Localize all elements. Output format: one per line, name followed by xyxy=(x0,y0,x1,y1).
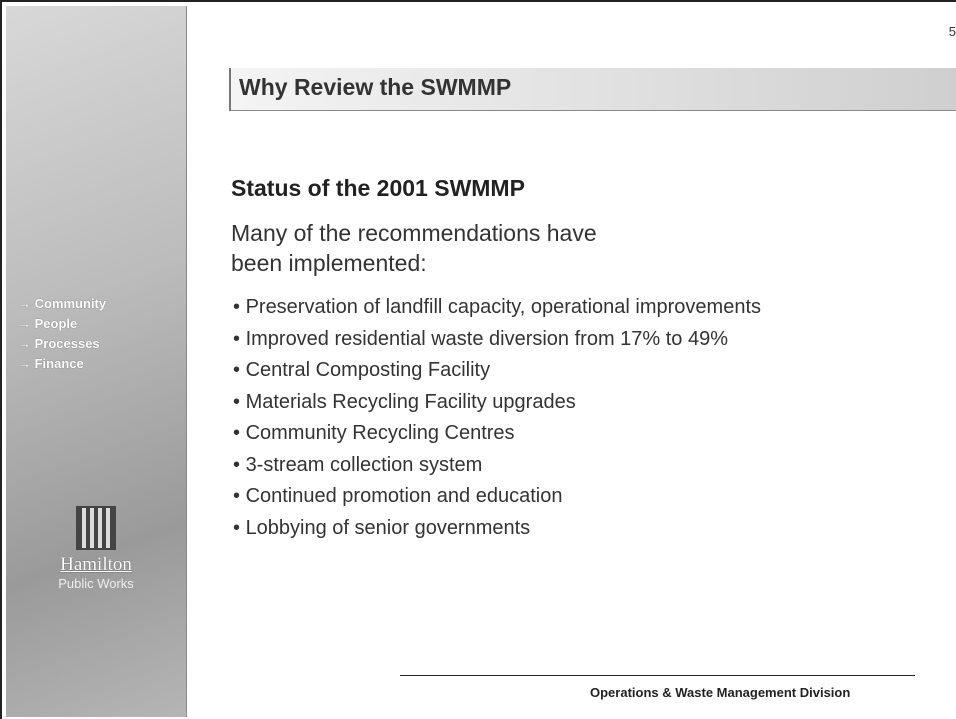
page-number: 5 xyxy=(948,24,956,39)
nav-item: → Community xyxy=(18,294,106,314)
bullet-text: Central Composting Facility xyxy=(245,359,491,381)
nav-item-text: → Finance xyxy=(18,356,84,371)
nav-item-text: → Community xyxy=(18,296,107,311)
footer-line xyxy=(400,675,915,676)
nav: → Community → People → Processes → Finance xyxy=(18,294,106,374)
bullet-dot: • xyxy=(233,390,246,413)
bullet-text: Improved residential waste diversion fro… xyxy=(245,327,729,350)
bullet: • 3-stream collection system xyxy=(233,454,761,486)
title: Why Review the SWMMP xyxy=(239,74,512,100)
nav-item-text: → People xyxy=(18,316,78,331)
bullet-dot: • xyxy=(233,327,246,350)
bullet-list: • Preservation of landfill capacity, ope… xyxy=(233,296,761,548)
nav-item: → People xyxy=(18,314,106,334)
nav-item-text: → Processes xyxy=(18,336,100,351)
bullet: • Central Composting Facility xyxy=(233,359,761,391)
bullet-dot: • xyxy=(233,296,246,318)
bullet: • Lobbying of senior governments xyxy=(233,517,761,549)
bullet-text: Materials Recycling Facility upgrades xyxy=(245,390,576,413)
nav-item: → Processes xyxy=(18,334,106,354)
logo: Hamilton Public Works xyxy=(6,506,186,591)
bullet: • Preservation of landfill capacity, ope… xyxy=(233,296,761,328)
bullet: • Continued promotion and education xyxy=(233,485,761,517)
heading: Status of the 2001 SWMMP xyxy=(231,175,525,201)
bullet-dot: • xyxy=(233,485,246,507)
title-bar: Why Review the SWMMP xyxy=(229,68,956,111)
bullet-text: 3-stream collection system xyxy=(245,453,483,476)
bullet: • Materials Recycling Facility upgrades xyxy=(233,391,761,423)
bullet-dot: • xyxy=(233,359,246,381)
bullet-dot: • xyxy=(233,422,246,444)
logo-icon xyxy=(76,506,116,550)
nav-item: → Finance xyxy=(18,354,106,374)
bullet-text: Lobbying of senior governments xyxy=(245,516,531,539)
bullet: • Community Recycling Centres xyxy=(233,422,761,454)
bullet-dot: • xyxy=(233,453,246,476)
logo-sub: Public Works xyxy=(58,576,134,591)
bullet-text: Community Recycling Centres xyxy=(245,422,515,444)
footer: Operations & Waste Management Division xyxy=(590,685,851,700)
bullet-dot: • xyxy=(233,516,246,539)
logo-name: Hamilton xyxy=(60,554,132,575)
sidebar: → Community → People → Processes → Finance … xyxy=(6,6,187,717)
intro: Many of the recommendations have been im… xyxy=(231,220,597,276)
bullet: • Improved residential waste diversion f… xyxy=(233,328,761,360)
bullet-text: Continued promotion and education xyxy=(245,485,563,507)
bullet-text: Preservation of landfill capacity, opera… xyxy=(245,296,762,318)
